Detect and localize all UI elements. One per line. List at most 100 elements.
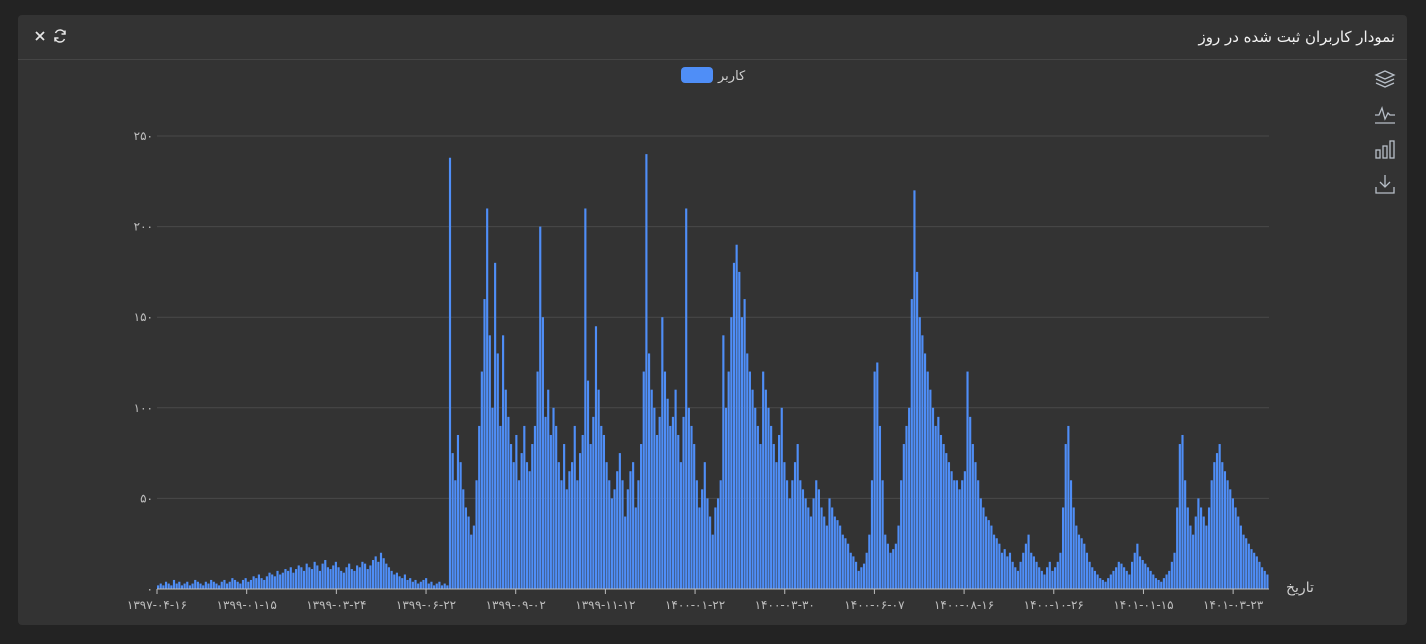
bar (677, 434, 680, 589)
bar (326, 567, 329, 589)
bar (361, 561, 364, 589)
bar (1128, 574, 1131, 589)
bar (403, 574, 406, 589)
bar (1173, 552, 1176, 589)
bar (1061, 507, 1065, 589)
bar (897, 525, 900, 589)
bar (849, 552, 852, 589)
bar (512, 462, 515, 589)
bar (353, 570, 356, 589)
bar (963, 471, 966, 589)
window-header: نمودار کاربران ثبت شده در روز (18, 15, 1407, 60)
bar (1032, 556, 1035, 589)
bar (982, 507, 985, 589)
bar (793, 462, 797, 589)
bar (358, 567, 361, 589)
bar (852, 556, 855, 589)
bar (547, 389, 550, 589)
bar (462, 489, 465, 589)
bar (934, 425, 937, 589)
bar (825, 525, 828, 589)
y-tick-label: ۲۰۰ (134, 220, 153, 234)
bar (279, 574, 282, 589)
bar (706, 498, 709, 589)
bar (433, 585, 436, 589)
bar (1096, 574, 1099, 589)
bar (841, 534, 844, 589)
bar (621, 480, 624, 589)
bar (1112, 570, 1115, 589)
bar (592, 416, 595, 589)
bar (207, 583, 210, 589)
bar (191, 583, 194, 589)
bar (947, 462, 951, 589)
bar (908, 407, 911, 589)
bar (945, 453, 948, 589)
x-tick-label: ۱۴۰۰-۰۳-۳۰ (755, 598, 815, 612)
bar (300, 567, 303, 589)
bar (886, 543, 889, 589)
bar (520, 453, 523, 589)
bar (162, 585, 165, 589)
bar (289, 567, 292, 589)
bar (539, 226, 542, 589)
bar (860, 567, 863, 589)
bar (642, 371, 645, 589)
bar (499, 425, 502, 589)
bar (1149, 570, 1152, 589)
bar (1162, 578, 1165, 589)
bar (645, 154, 648, 589)
bar (905, 425, 908, 589)
bar (743, 299, 746, 589)
bar (448, 157, 452, 590)
bar (308, 567, 311, 589)
bar (1154, 578, 1158, 589)
bar-chart-icon[interactable] (1373, 137, 1397, 161)
bar (916, 271, 919, 589)
legend[interactable]: کاربر (681, 67, 746, 84)
bar (409, 578, 412, 589)
bar (1123, 567, 1126, 589)
x-tick-label: ۱۴۰۰-۰۸-۱۶ (934, 598, 994, 612)
bar (751, 389, 754, 589)
bar (640, 444, 643, 589)
bar (202, 585, 205, 589)
bar (180, 585, 184, 589)
bar (650, 389, 653, 589)
bar (610, 498, 613, 589)
bar (515, 434, 518, 589)
bar (1072, 507, 1075, 589)
y-tick-label: ۱۰۰ (134, 401, 153, 415)
line-chart-icon[interactable] (1373, 102, 1397, 126)
bar (1266, 574, 1269, 589)
bar (857, 570, 860, 589)
bar (504, 389, 507, 589)
bar (701, 489, 704, 589)
refresh-icon[interactable] (51, 27, 69, 45)
bar (878, 425, 882, 589)
bar (313, 561, 316, 589)
bar (411, 581, 414, 589)
bar (953, 480, 956, 589)
bar (709, 516, 712, 589)
bar (393, 574, 396, 589)
bar (1131, 561, 1134, 589)
x-tick-label: ۱۳۹۹-۰۳-۲۴ (306, 598, 366, 612)
bar (401, 578, 404, 589)
bar (788, 498, 791, 589)
bar (1085, 552, 1089, 589)
bar (231, 578, 234, 589)
stack-icon[interactable] (1373, 67, 1397, 91)
close-icon[interactable] (31, 27, 49, 45)
bar (876, 362, 879, 589)
bar (199, 583, 202, 589)
bar (608, 480, 611, 589)
bar (1046, 567, 1049, 589)
download-icon[interactable] (1373, 172, 1397, 196)
bar (318, 570, 322, 589)
bar (602, 434, 606, 589)
x-tick-label: ۱۴۰۰-۰۶-۰۷ (844, 598, 905, 612)
bar (1176, 507, 1179, 589)
bar (1083, 543, 1086, 589)
bar (1136, 543, 1139, 589)
